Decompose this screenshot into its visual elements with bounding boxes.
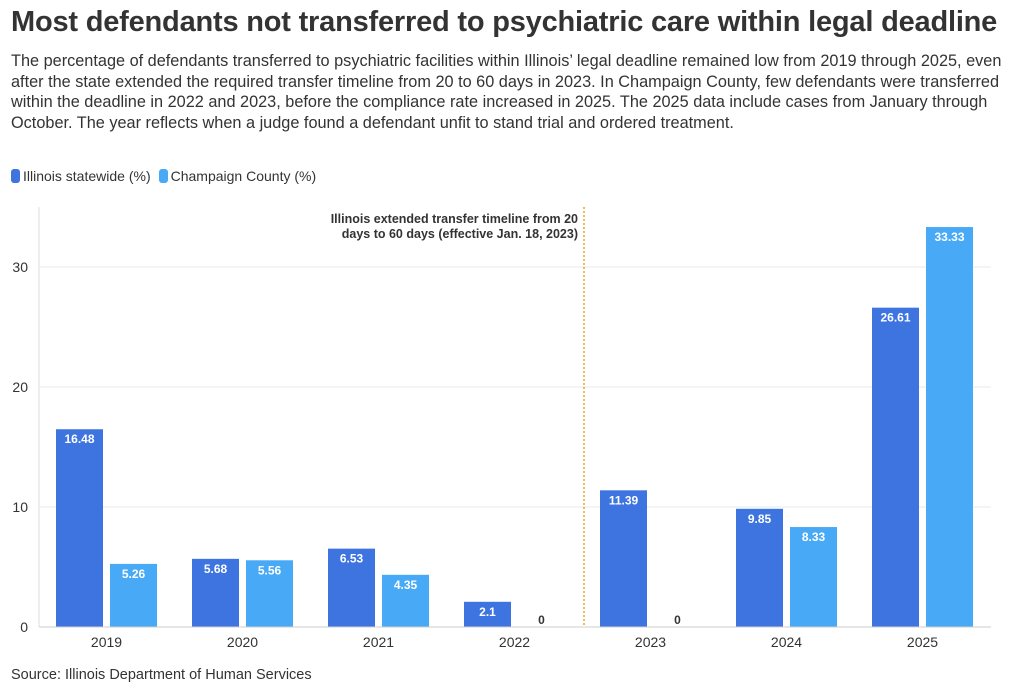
y-tick-label: 30 [12,259,28,275]
chart-title: Most defendants not transferred to psych… [11,6,998,38]
data-label: 0 [674,613,681,627]
legend-swatch-illinois [11,169,20,183]
bar [192,558,239,627]
legend-swatch-champaign [158,169,168,183]
bar [790,527,837,627]
chart-subtitle: The percentage of defendants transferred… [11,52,1002,132]
x-tick-label: 2022 [499,634,530,650]
bar [382,574,429,627]
y-tick-label: 20 [12,379,28,395]
x-tick-label: 2024 [771,634,802,650]
bar [600,490,647,627]
x-tick-label: 2025 [907,634,938,650]
bar [926,227,973,627]
x-tick-label: 2023 [635,634,666,650]
legend-item-illinois[interactable]: Illinois statewide (%) [11,168,151,184]
data-label: 5.26 [122,567,146,581]
bar-chart: 0 10 20 30 16.48 5.26 2019 5.68 5.56 2020 6.53 4.35… [12,207,991,650]
bar [110,563,157,627]
x-tick-label: 2021 [363,634,394,650]
data-label: 33.33 [934,230,964,244]
legend-item-champaign[interactable]: Champaign County (%) [158,168,317,184]
annotation-text: Illinois extended transfer timeline from… [331,212,578,226]
annotation-text: days to 60 days (effective Jan. 18, 2023… [342,227,578,241]
legend-label-champaign: Champaign County (%) [170,168,317,184]
bar [328,548,375,627]
data-label: 5.68 [204,562,228,576]
y-tick-label: 10 [12,499,28,515]
y-tick-label: 0 [20,619,28,635]
data-label: 4.35 [394,578,418,592]
data-label: 8.33 [802,530,826,544]
bar [246,560,293,627]
bar [56,429,103,627]
legend: Illinois statewide (%) Champaign County … [11,167,316,185]
x-tick-label: 2020 [227,634,258,650]
legend-label-illinois: Illinois statewide (%) [23,168,151,184]
data-label: 0 [538,613,545,627]
data-label: 11.39 [609,493,639,507]
data-label: 26.61 [880,311,910,325]
x-tick-label: 2019 [91,634,122,650]
data-label: 9.85 [748,512,772,526]
data-label: 5.56 [258,563,282,577]
data-label: 6.53 [340,552,364,566]
bar [464,601,511,627]
data-label: 2.1 [479,605,496,619]
data-label: 16.48 [64,432,94,446]
bar [736,508,783,627]
bar [872,307,919,627]
source-note: Source: Illinois Department of Human Ser… [11,667,312,683]
